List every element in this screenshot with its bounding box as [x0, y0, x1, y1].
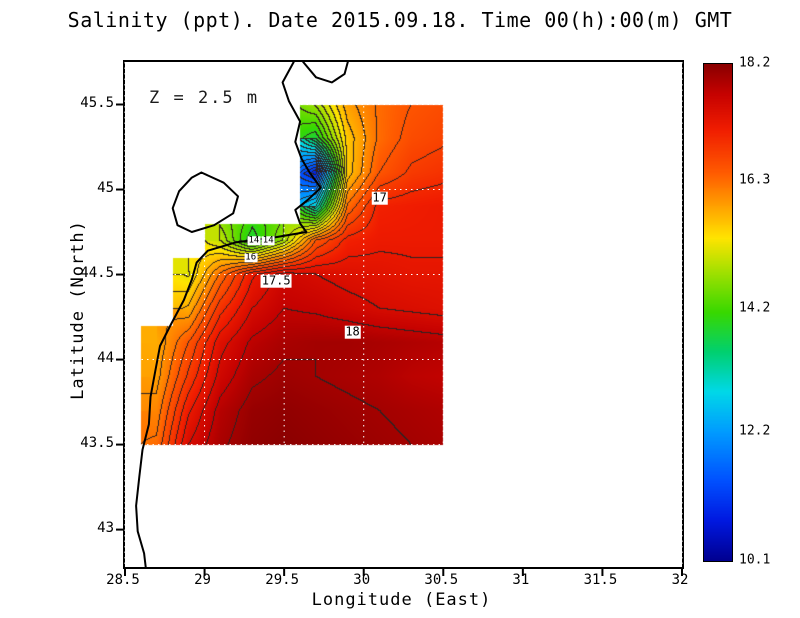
x-tick-label: 31: [512, 572, 530, 588]
y-tick-label: 44.5: [80, 264, 114, 281]
contour-label: 14: [247, 234, 261, 246]
x-tick-label: 31.5: [583, 572, 618, 588]
x-tick-label: 29: [194, 572, 211, 588]
x-tick-label: 30.5: [424, 572, 459, 588]
colorbar-tick-label: 16.3: [739, 172, 771, 188]
coastline: [135, 61, 322, 568]
contour-label: 17: [371, 190, 388, 205]
colorbar-canvas: [704, 64, 732, 561]
coastline: [171, 171, 239, 233]
x-tick-label: 30: [353, 572, 371, 588]
x-tick-label: 28.5: [106, 572, 140, 588]
y-tick-label: 44: [97, 349, 114, 366]
x-tick-label: 32: [671, 572, 689, 588]
colorbar-tick-label: 12.2: [739, 423, 771, 439]
contour-label: 16: [244, 251, 258, 263]
contour-label: 14: [261, 234, 275, 246]
contour-label: 18: [344, 325, 361, 340]
chart-title: Salinity (ppt). Date 2015.09.18. Time 00…: [67, 8, 733, 32]
x-tick-label: 29.5: [265, 572, 299, 588]
y-tick-label: 43.5: [80, 434, 114, 451]
contour-label: 17.5: [260, 274, 292, 289]
x-axis-title: Longitude (East): [311, 590, 492, 610]
colorbar-tick-label: 10.1: [739, 552, 771, 568]
map-overlay-svg: [116, 61, 683, 576]
y-axis-title: Latitude (North): [68, 220, 88, 400]
coastline: [302, 61, 349, 84]
colorbar-tick-label: 14.2: [739, 300, 771, 316]
colorbar: [703, 63, 733, 562]
y-tick-label: 43: [97, 519, 114, 536]
y-tick-label: 45: [97, 179, 114, 196]
salinity-field-canvas: [125, 62, 682, 567]
y-tick-label: 45.5: [80, 94, 114, 111]
plot-area: Z = 2.5 m 17 17.5 18 14 14 16: [116, 60, 684, 576]
colorbar-tick-label: 18.2: [739, 55, 771, 71]
depth-annotation: Z = 2.5 m: [149, 88, 260, 108]
